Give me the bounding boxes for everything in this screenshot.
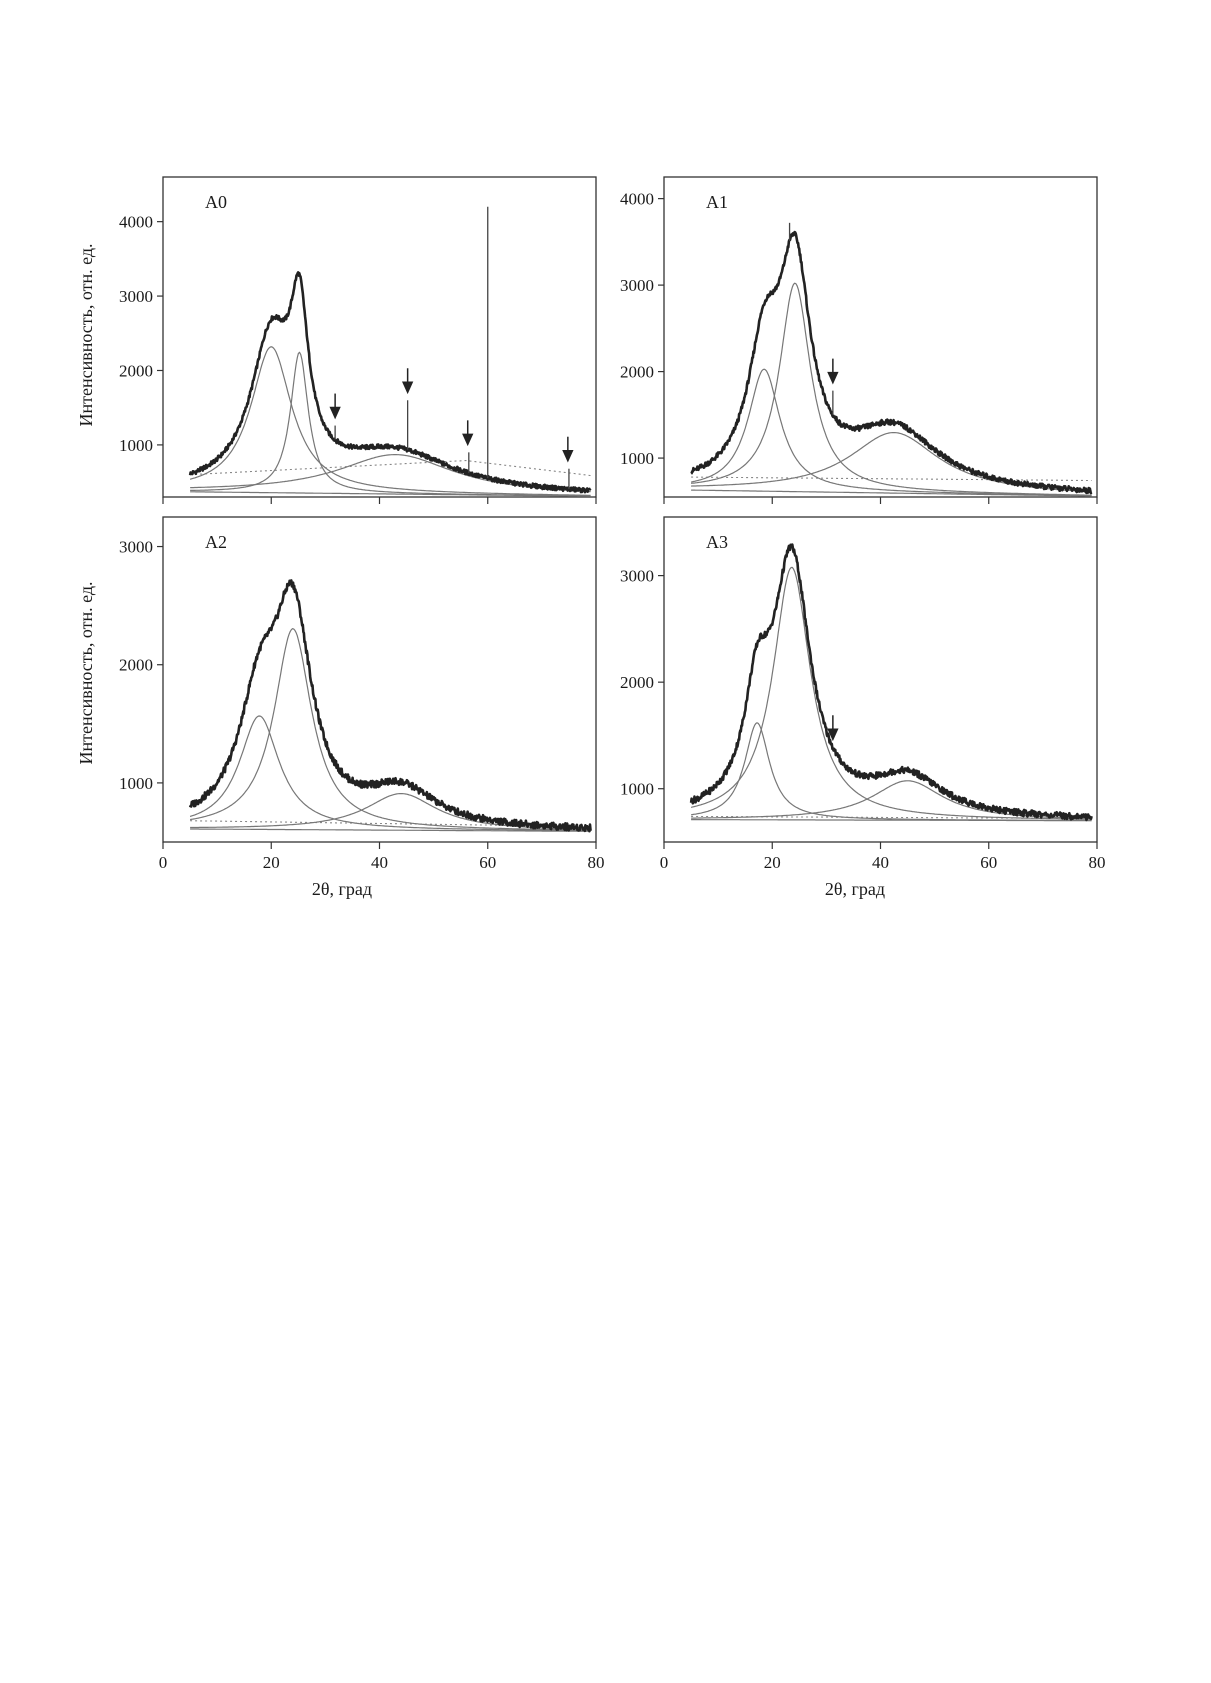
component-peak-3: [190, 793, 591, 831]
component-peak-3: [691, 432, 1092, 493]
x-tick-label: 40: [371, 853, 388, 872]
chart-panel-a0: 1000 2000 3000 4000 A0: [119, 176, 597, 504]
fit-envelope: [189, 582, 591, 829]
y-axis-label-bottom: Интенсивность, отн. ед.: [76, 581, 96, 764]
panel-label: A2: [205, 532, 227, 552]
background-line: [190, 460, 591, 477]
fit-envelope: [189, 272, 591, 492]
experimental-curve: [689, 543, 1093, 822]
experimental-curve: [188, 271, 592, 494]
y-tick-label: 3000: [620, 276, 654, 295]
panels: 1000 2000 3000 4000 A0 1000 2000 3000 4000 A1 0 20 4…: [119, 176, 1106, 872]
fit-envelope: [690, 545, 1092, 818]
x-tick-label: 0: [159, 853, 168, 872]
component-peak-1: [690, 368, 1092, 497]
arrow-marker: [827, 358, 839, 385]
panel-label: A3: [706, 532, 728, 552]
base-curve: [190, 491, 591, 497]
component-peak-2: [690, 566, 1092, 820]
y-tick-label: 1000: [119, 774, 153, 793]
arrow-marker: [401, 368, 414, 395]
base-curve: [691, 819, 1092, 822]
arrow-marker: [827, 715, 839, 742]
base-curve: [190, 828, 591, 832]
y-tick-label: 1000: [119, 436, 153, 455]
component-peak-1: [189, 715, 591, 832]
arrow-marker: [462, 420, 474, 447]
chart-panel-a1: 1000 2000 3000 4000 A1: [620, 176, 1098, 504]
base-curve: [691, 489, 1092, 497]
panel-label: A1: [706, 192, 728, 212]
x-tick-label: 60: [479, 853, 496, 872]
x-tick-label: 80: [588, 853, 605, 872]
y-tick-label: 3000: [119, 287, 153, 306]
y-tick-label: 1000: [620, 449, 654, 468]
y-tick-label: 2000: [119, 361, 153, 380]
experimental-curve: [690, 230, 1093, 495]
chart-panel-a2: 0 20 40 60 80 1000 2000 3000 A2: [119, 516, 605, 872]
component-peak-2: [190, 351, 591, 497]
y-tick-label: 2000: [119, 656, 153, 675]
x-tick-label: 60: [980, 853, 997, 872]
y-tick-label: 3000: [119, 538, 153, 557]
y-tick-label: 2000: [620, 363, 654, 382]
chart-panel-a3: 0 20 40 60 80 1000 2000 3000 A3: [620, 516, 1106, 872]
y-axis-label-top: Интенсивность, отн. ед.: [76, 243, 96, 426]
y-tick-label: 4000: [620, 190, 654, 209]
plot-frame: [162, 516, 597, 843]
background-line: [190, 820, 591, 828]
arrow-marker: [329, 393, 341, 420]
background-line: [691, 476, 1092, 482]
plot-frame: [663, 516, 1098, 843]
component-peak-2: [189, 628, 591, 831]
y-tick-label: 4000: [119, 213, 153, 232]
plot-frame: [663, 176, 1098, 498]
x-tick-label: 40: [872, 853, 889, 872]
x-axis-label-left: 2θ, град: [312, 879, 372, 899]
panel-label: A0: [205, 192, 227, 212]
experimental-curve: [188, 579, 592, 833]
x-tick-label: 0: [660, 853, 669, 872]
x-tick-label: 20: [764, 853, 781, 872]
component-peak-1: [189, 346, 591, 496]
y-tick-label: 1000: [620, 780, 654, 799]
y-tick-label: 3000: [620, 567, 654, 586]
component-peak-2: [690, 282, 1092, 496]
arrow-marker: [562, 436, 574, 463]
y-tick-label: 2000: [620, 673, 654, 692]
x-tick-label: 80: [1089, 853, 1106, 872]
x-axis-label-right: 2θ, град: [825, 879, 885, 899]
x-tick-label: 20: [263, 853, 280, 872]
